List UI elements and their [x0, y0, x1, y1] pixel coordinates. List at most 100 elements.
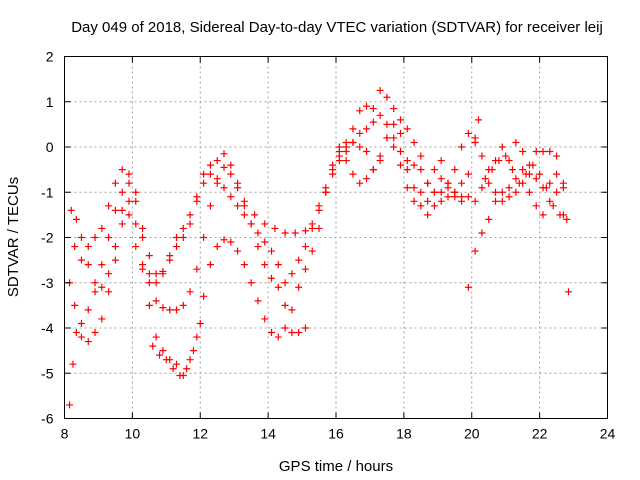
- data-point: [512, 175, 520, 183]
- data-point: [159, 347, 167, 355]
- data-point: [485, 179, 493, 187]
- data-point: [478, 229, 486, 237]
- data-point: [512, 138, 520, 146]
- y-tick-label: -4: [41, 320, 54, 336]
- data-point: [396, 148, 404, 156]
- data-point: [363, 175, 371, 183]
- data-point: [220, 184, 228, 192]
- data-point: [159, 304, 167, 312]
- data-point: [390, 120, 398, 128]
- data-point: [329, 170, 337, 178]
- data-point: [213, 175, 221, 183]
- data-point: [478, 152, 486, 160]
- y-tick-label: -3: [41, 275, 54, 291]
- data-point: [356, 179, 364, 187]
- data-point: [72, 215, 80, 223]
- y-tick-label: -5: [41, 365, 54, 381]
- data-point: [271, 224, 279, 232]
- data-point: [498, 197, 506, 205]
- data-point: [111, 206, 119, 214]
- data-point: [179, 234, 187, 241]
- data-point: [261, 315, 269, 323]
- data-point: [125, 179, 133, 187]
- data-point: [546, 197, 554, 205]
- data-point: [308, 247, 316, 255]
- data-point: [268, 247, 276, 255]
- data-point: [193, 333, 201, 341]
- data-point: [515, 179, 523, 187]
- data-point: [196, 319, 204, 327]
- data-point: [471, 138, 479, 146]
- data-point: [91, 279, 99, 287]
- data-point: [553, 152, 561, 160]
- data-point: [525, 188, 533, 196]
- data-point: [363, 125, 371, 133]
- data-point: [505, 157, 513, 165]
- data-point: [539, 211, 547, 219]
- data-point: [536, 170, 544, 178]
- data-point: [532, 148, 540, 156]
- data-point: [519, 148, 527, 156]
- data-point: [206, 261, 214, 269]
- data-point: [268, 274, 276, 282]
- data-point: [529, 161, 537, 169]
- data-point: [186, 211, 194, 219]
- data-point: [376, 86, 384, 94]
- data-point: [220, 150, 228, 158]
- data-point: [478, 184, 486, 192]
- data-point: [403, 125, 411, 133]
- series-track-d: [71, 170, 309, 337]
- data-point: [77, 319, 85, 327]
- data-point: [522, 170, 530, 178]
- x-tick-label: 22: [532, 426, 548, 442]
- data-point: [172, 306, 180, 314]
- y-tick-label: 2: [46, 49, 54, 65]
- data-point: [505, 193, 513, 201]
- data-point: [213, 243, 221, 251]
- data-point: [349, 125, 357, 133]
- data-point: [396, 161, 404, 169]
- data-point: [268, 329, 276, 337]
- data-point: [492, 197, 500, 205]
- data-point: [424, 179, 432, 187]
- data-point: [301, 227, 309, 235]
- data-point: [172, 360, 180, 368]
- data-point: [125, 170, 133, 178]
- data-point: [546, 148, 554, 156]
- data-point: [498, 143, 506, 151]
- data-point: [458, 179, 466, 187]
- data-point: [166, 252, 174, 260]
- data-point: [403, 166, 411, 174]
- data-point: [67, 206, 75, 214]
- data-point: [396, 116, 404, 124]
- data-point: [274, 333, 282, 341]
- data-point: [288, 306, 296, 314]
- data-point: [189, 347, 197, 355]
- data-point: [179, 224, 187, 232]
- data-point: [139, 265, 147, 273]
- data-point: [301, 265, 309, 273]
- data-point: [437, 188, 445, 196]
- data-point: [424, 197, 432, 205]
- data-point: [200, 234, 208, 241]
- data-point: [84, 261, 92, 269]
- data-point: [227, 161, 235, 169]
- data-point: [532, 202, 540, 210]
- data-point: [234, 247, 242, 255]
- data-point: [335, 143, 343, 151]
- x-axis-label: GPS time / hours: [279, 458, 393, 475]
- data-point: [553, 188, 561, 196]
- data-point: [240, 261, 248, 269]
- data-point: [288, 329, 296, 337]
- data-point: [451, 193, 459, 201]
- data-point: [458, 197, 466, 205]
- data-point: [227, 238, 235, 246]
- data-point: [169, 365, 177, 373]
- data-point: [458, 143, 466, 151]
- data-point: [118, 220, 126, 228]
- data-point: [98, 224, 106, 232]
- data-point: [349, 138, 357, 146]
- data-point: [464, 129, 472, 137]
- data-point: [519, 166, 527, 174]
- data-point: [437, 197, 445, 205]
